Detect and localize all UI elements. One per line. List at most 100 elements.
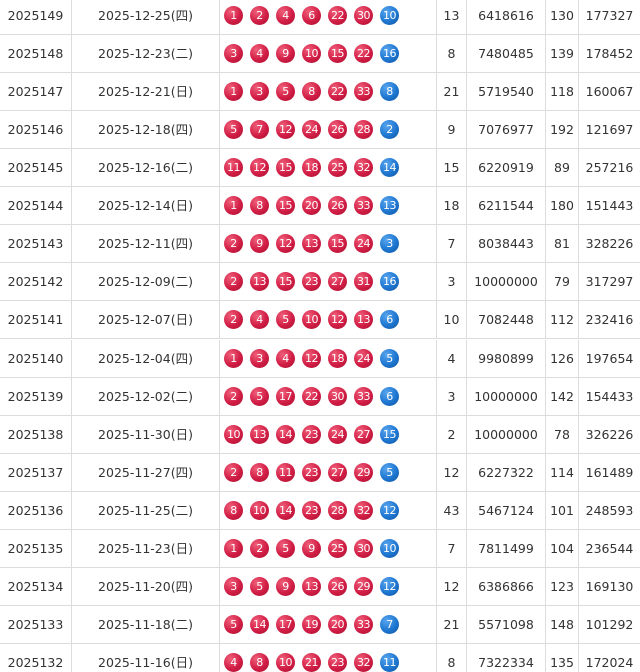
red-ball: 4 bbox=[250, 44, 269, 64]
red-ball: 12 bbox=[328, 310, 347, 330]
cell-c7: 172024 bbox=[578, 644, 640, 672]
blue-ball: 14 bbox=[380, 158, 399, 178]
cell-c6: 104 bbox=[545, 529, 578, 568]
table-row: 2025147 2025-12-21(日) 1 3 5 8 22 33 8 21 5719540 11… bbox=[0, 73, 640, 112]
cell-balls: 1 2 4 6 22 30 10 bbox=[219, 0, 436, 35]
cell-c4: 15 bbox=[436, 149, 466, 188]
red-ball: 10 bbox=[302, 310, 321, 330]
red-ball: 7 bbox=[250, 120, 269, 140]
cell-c5: 6418616 bbox=[466, 0, 545, 35]
blue-ball: 12 bbox=[380, 576, 399, 596]
cell-c5: 6227322 bbox=[466, 453, 545, 492]
cell-balls: 3 5 9 13 26 29 12 bbox=[219, 567, 436, 606]
cell-c6: 89 bbox=[545, 149, 578, 188]
red-ball: 33 bbox=[354, 82, 373, 102]
cell-c6: 148 bbox=[545, 605, 578, 644]
red-ball: 5 bbox=[276, 82, 295, 102]
red-ball: 2 bbox=[224, 462, 243, 482]
cell-issue: 2025135 bbox=[7, 540, 64, 556]
red-ball: 3 bbox=[224, 44, 243, 64]
cell-c6: 118 bbox=[545, 73, 578, 112]
cell-issue: 2025148 bbox=[7, 46, 64, 62]
red-ball: 24 bbox=[302, 120, 321, 140]
red-ball: 19 bbox=[302, 614, 321, 634]
cell-c6: 135 bbox=[545, 644, 578, 672]
cell-issue: 2025140 bbox=[7, 350, 64, 366]
cell-date: 2025-11-18(二) bbox=[71, 605, 219, 644]
cell-date: 2025-11-30(日) bbox=[71, 415, 219, 454]
red-ball: 25 bbox=[328, 538, 347, 558]
red-ball: 13 bbox=[250, 272, 269, 292]
red-ball: 14 bbox=[250, 614, 269, 634]
red-ball: 8 bbox=[250, 653, 269, 672]
red-ball: 5 bbox=[276, 310, 295, 330]
cell-c7: 178452 bbox=[578, 35, 640, 74]
cell-c5: 5467124 bbox=[466, 491, 545, 530]
cell-date: 2025-11-27(四) bbox=[71, 453, 219, 492]
red-ball: 4 bbox=[224, 653, 243, 672]
table-row: 2025133 2025-11-18(二) 5 14 17 19 20 33 7 21 557109… bbox=[0, 605, 640, 644]
red-ball: 24 bbox=[354, 234, 373, 254]
cell-c5: 7480485 bbox=[466, 35, 545, 74]
cell-date: 2025-12-25(四) bbox=[71, 0, 219, 35]
red-ball: 5 bbox=[250, 386, 269, 406]
red-ball: 3 bbox=[224, 576, 243, 596]
blue-ball: 13 bbox=[380, 196, 399, 216]
cell-issue: 2025144 bbox=[7, 198, 64, 214]
cell-c4: 4 bbox=[436, 339, 466, 378]
cell-c7: 177327 bbox=[578, 0, 640, 35]
cell-balls: 10 13 14 23 24 27 15 bbox=[219, 415, 436, 454]
red-ball: 28 bbox=[354, 120, 373, 140]
red-ball: 8 bbox=[302, 82, 321, 102]
table-row: 2025149 2025-12-25(四) 1 2 4 6 22 30 10 13 6418616 1… bbox=[0, 0, 640, 35]
red-ball: 22 bbox=[328, 82, 347, 102]
red-ball: 23 bbox=[302, 424, 321, 444]
cell-balls: 5 14 17 19 20 33 7 bbox=[219, 605, 436, 644]
red-ball: 2 bbox=[224, 386, 243, 406]
red-ball: 10 bbox=[224, 424, 243, 444]
red-ball: 5 bbox=[276, 538, 295, 558]
cell-date: 2025-12-02(二) bbox=[71, 377, 219, 416]
cell-c6: 114 bbox=[545, 453, 578, 492]
red-ball: 2 bbox=[224, 272, 243, 292]
red-ball: 13 bbox=[354, 310, 373, 330]
red-ball: 5 bbox=[224, 120, 243, 140]
cell-issue: 2025147 bbox=[7, 84, 64, 100]
red-ball: 33 bbox=[354, 196, 373, 216]
cell-c4: 2 bbox=[436, 415, 466, 454]
blue-ball: 15 bbox=[380, 424, 399, 444]
cell-balls: 2 5 17 22 30 33 6 bbox=[219, 377, 436, 416]
red-ball: 9 bbox=[276, 576, 295, 596]
red-ball: 11 bbox=[276, 462, 295, 482]
red-ball: 12 bbox=[250, 158, 269, 178]
red-ball: 26 bbox=[328, 576, 347, 596]
cell-balls: 1 3 4 12 18 24 5 bbox=[219, 339, 436, 378]
cell-c6: 123 bbox=[545, 567, 578, 606]
table-row: 2025135 2025-11-23(日) 1 2 5 9 25 30 10 7 7811499 10… bbox=[0, 529, 640, 568]
red-ball: 31 bbox=[354, 272, 373, 292]
red-ball: 1 bbox=[224, 82, 243, 102]
cell-c6: 81 bbox=[545, 225, 578, 264]
red-ball: 10 bbox=[276, 653, 295, 672]
red-ball: 28 bbox=[328, 500, 347, 520]
red-ball: 22 bbox=[302, 386, 321, 406]
cell-date: 2025-12-16(二) bbox=[71, 149, 219, 188]
cell-balls: 5 7 12 24 26 28 2 bbox=[219, 111, 436, 150]
red-ball: 30 bbox=[354, 6, 373, 25]
cell-date: 2025-12-07(日) bbox=[71, 301, 219, 340]
cell-balls: 8 10 14 23 28 32 12 bbox=[219, 491, 436, 530]
red-ball: 2 bbox=[250, 6, 269, 25]
cell-c4: 3 bbox=[436, 263, 466, 302]
red-ball: 13 bbox=[250, 424, 269, 444]
red-ball: 15 bbox=[276, 196, 295, 216]
red-ball: 5 bbox=[224, 614, 243, 634]
cell-date: 2025-11-20(四) bbox=[71, 567, 219, 606]
cell-c7: 248593 bbox=[578, 491, 640, 530]
cell-issue: 2025133 bbox=[7, 616, 64, 632]
red-ball: 15 bbox=[328, 44, 347, 64]
red-ball: 21 bbox=[302, 653, 321, 672]
cell-c5: 6211544 bbox=[466, 187, 545, 226]
table-row: 2025148 2025-12-23(二) 3 4 9 10 15 22 16 8 7480485 1… bbox=[0, 35, 640, 74]
cell-issue: 2025149 bbox=[7, 8, 64, 23]
red-ball: 27 bbox=[328, 272, 347, 292]
